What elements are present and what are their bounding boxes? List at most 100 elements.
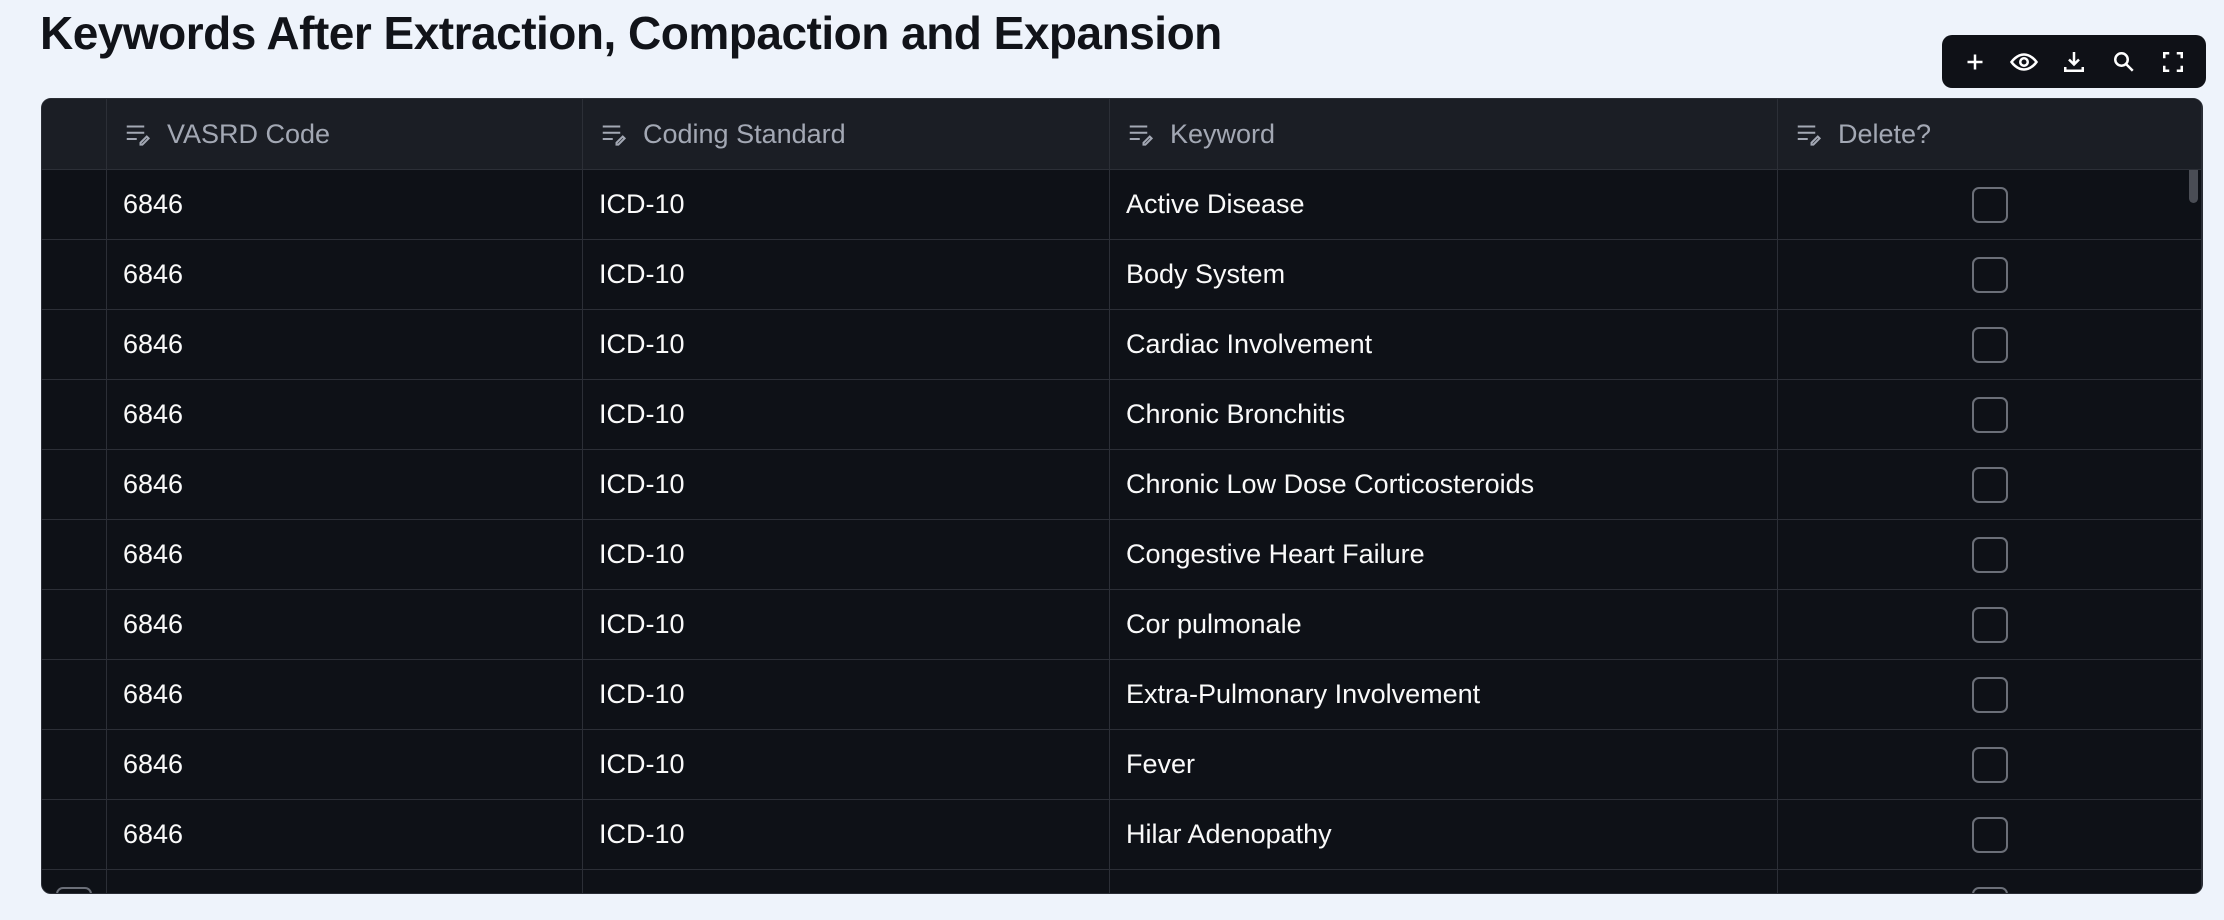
table-cell[interactable]: Chronic Bronchitis — [1110, 380, 1778, 449]
delete-cell — [1778, 310, 2202, 379]
delete-cell — [1778, 870, 2202, 893]
delete-cell — [1778, 730, 2202, 799]
row-index — [42, 870, 107, 893]
table-row: 6846 ICD-10 Chronic Bronchitis — [42, 380, 2202, 450]
table-cell[interactable] — [1110, 870, 1778, 893]
edit-icon — [126, 125, 151, 146]
table-cell[interactable]: 6846 — [107, 520, 583, 589]
delete-checkbox[interactable] — [1971, 256, 2008, 293]
table-cell[interactable]: Extra-Pulmonary Involvement — [1110, 660, 1778, 729]
table-cell[interactable]: 6846 — [107, 450, 583, 519]
table-cell[interactable]: Fever — [1110, 730, 1778, 799]
table-cell[interactable] — [107, 870, 583, 893]
table-cell[interactable]: 6846 — [107, 380, 583, 449]
search-button[interactable] — [2109, 47, 2139, 77]
table-cell[interactable]: Cor pulmonale — [1110, 590, 1778, 659]
table-cell[interactable]: ICD-10 — [583, 660, 1110, 729]
table-row: 6846 ICD-10 Fever — [42, 730, 2202, 800]
page-title: Keywords After Extraction, Compaction an… — [40, 7, 1222, 59]
table-cell[interactable]: ICD-10 — [583, 310, 1110, 379]
delete-checkbox[interactable] — [1971, 396, 2008, 433]
table-row: 6846 ICD-10 Extra-Pulmonary Involvement — [42, 660, 2202, 730]
row-index — [42, 310, 107, 379]
table-cell[interactable]: Chronic Low Dose Corticosteroids — [1110, 450, 1778, 519]
column-header[interactable]: Keyword — [1110, 99, 1778, 169]
table-cell[interactable]: ICD-10 — [583, 520, 1110, 589]
delete-checkbox[interactable] — [1971, 676, 2008, 713]
row-index — [42, 590, 107, 659]
header-row: VASRD Code Coding Standard Keyword Delete? — [42, 99, 2202, 170]
delete-cell — [1778, 660, 2202, 729]
column-header[interactable]: Coding Standard — [583, 99, 1110, 169]
edit-icon — [602, 125, 627, 146]
delete-cell — [1778, 520, 2202, 589]
row-index — [42, 240, 107, 309]
table-cell[interactable]: ICD-10 — [583, 450, 1110, 519]
delete-cell — [1778, 590, 2202, 659]
table-cell[interactable]: ICD-10 — [583, 170, 1110, 239]
delete-cell — [1778, 380, 2202, 449]
table-row: 6846 ICD-10 Cardiac Involvement — [42, 310, 2202, 380]
delete-checkbox[interactable] — [1971, 466, 2008, 503]
column-header-label: Keyword — [1170, 118, 1276, 149]
row-index-header — [42, 99, 107, 169]
download-button[interactable] — [2059, 47, 2089, 77]
column-header-label: VASRD Code — [167, 118, 331, 149]
table-row: 6846 ICD-10 Congestive Heart Failure — [42, 520, 2202, 590]
table-cell[interactable]: 6846 — [107, 660, 583, 729]
delete-cell — [1778, 450, 2202, 519]
delete-checkbox[interactable] — [1971, 746, 2008, 783]
delete-checkbox[interactable] — [1971, 326, 2008, 363]
column-header-label: Delete? — [1838, 118, 1932, 149]
table-cell[interactable]: 6846 — [107, 170, 583, 239]
table-cell[interactable]: 6846 — [107, 730, 583, 799]
table-cell[interactable]: Hilar Adenopathy — [1110, 800, 1778, 869]
delete-checkbox[interactable] — [1971, 886, 2008, 893]
table-cell[interactable]: ICD-10 — [583, 800, 1110, 869]
table-row: 6846 ICD-10 Active Disease — [42, 170, 2202, 240]
row-select-checkbox[interactable] — [56, 887, 92, 893]
toolbar — [1942, 35, 2206, 88]
table-row: 6846 ICD-10 Body System — [42, 240, 2202, 310]
fullscreen-button[interactable] — [2158, 47, 2188, 77]
column-header[interactable]: Delete? — [1778, 99, 2202, 169]
delete-checkbox[interactable] — [1971, 186, 2008, 223]
table-cell[interactable]: 6846 — [107, 310, 583, 379]
table-row — [42, 870, 2202, 893]
table-cell[interactable]: 6846 — [107, 590, 583, 659]
delete-checkbox[interactable] — [1971, 536, 2008, 573]
row-index — [42, 520, 107, 589]
delete-cell — [1778, 800, 2202, 869]
table-row: 6846 ICD-10 Cor pulmonale — [42, 590, 2202, 660]
column-header[interactable]: VASRD Code — [107, 99, 583, 169]
row-index — [42, 380, 107, 449]
table-cell[interactable]: 6846 — [107, 800, 583, 869]
delete-checkbox[interactable] — [1971, 606, 2008, 643]
table-row: 6846 ICD-10 Chronic Low Dose Corticosteroi… — [42, 450, 2202, 520]
edit-icon — [1129, 125, 1154, 146]
table-cell[interactable]: ICD-10 — [583, 590, 1110, 659]
delete-cell — [1778, 240, 2202, 309]
row-index — [42, 660, 107, 729]
show-columns-button[interactable] — [2009, 47, 2039, 77]
table-cell[interactable]: Cardiac Involvement — [1110, 310, 1778, 379]
table-cell[interactable]: ICD-10 — [583, 240, 1110, 309]
table-cell[interactable] — [583, 870, 1110, 893]
column-header-label: Coding Standard — [643, 118, 846, 149]
row-index — [42, 800, 107, 869]
table-cell[interactable]: Body System — [1110, 240, 1778, 309]
edit-icon — [1797, 125, 1822, 146]
add-row-button[interactable] — [1960, 47, 1990, 77]
table-cell[interactable]: 6846 — [107, 240, 583, 309]
row-index — [42, 170, 107, 239]
table-cell[interactable]: Active Disease — [1110, 170, 1778, 239]
delete-cell — [1778, 170, 2202, 239]
row-index — [42, 450, 107, 519]
delete-checkbox[interactable] — [1971, 816, 2008, 853]
row-index — [42, 730, 107, 799]
table-cell[interactable]: Congestive Heart Failure — [1110, 520, 1778, 589]
table-cell[interactable]: ICD-10 — [583, 730, 1110, 799]
table-cell[interactable]: ICD-10 — [583, 380, 1110, 449]
table-row: 6846 ICD-10 Hilar Adenopathy — [42, 800, 2202, 870]
